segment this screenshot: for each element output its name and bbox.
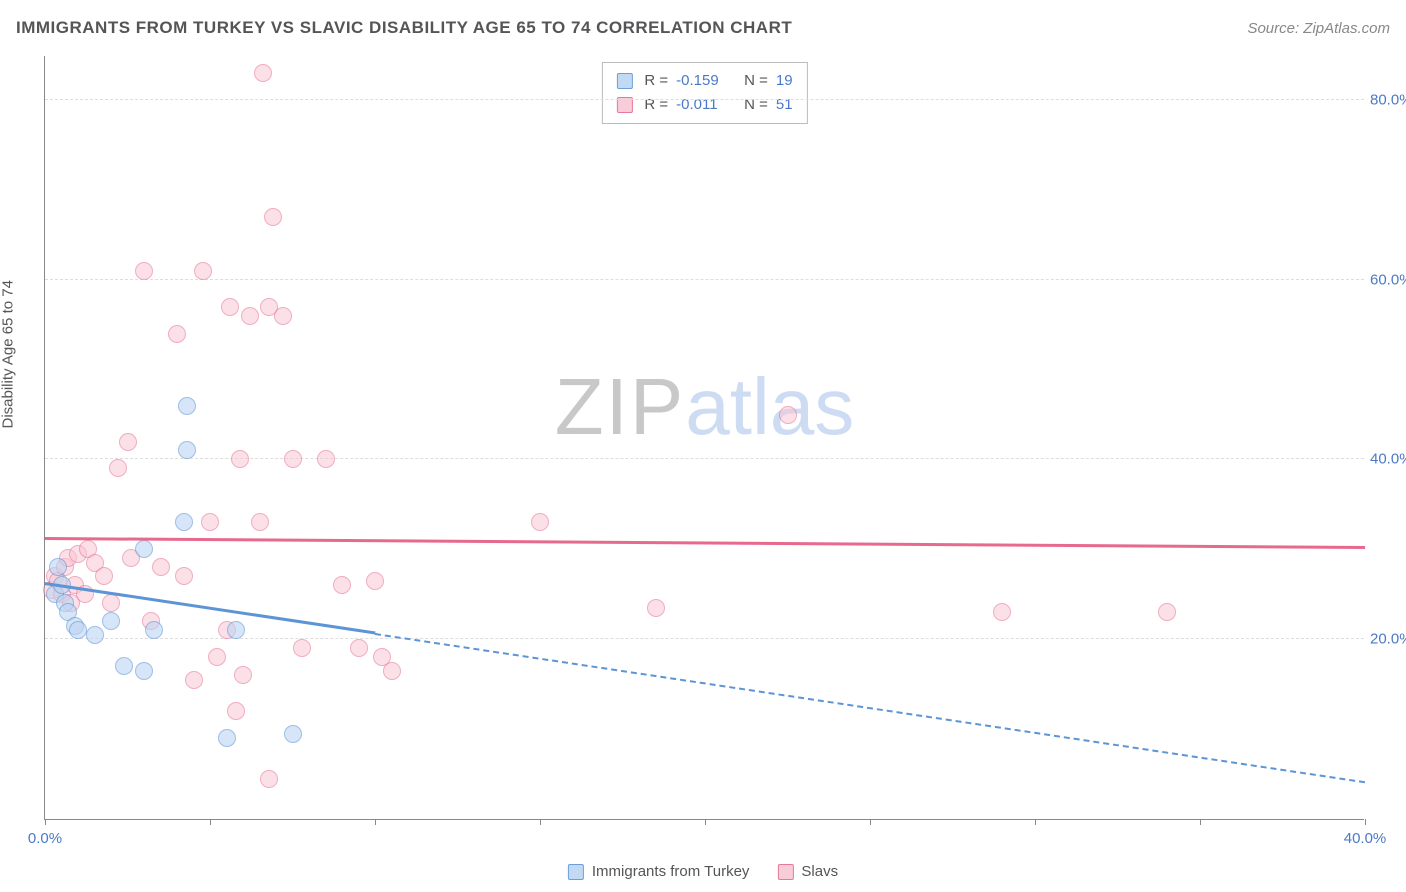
legend-row-blue: R = -0.159 N = 19: [616, 69, 792, 93]
blue-point: [86, 626, 104, 644]
blue-point: [284, 725, 302, 743]
blue-point: [175, 513, 193, 531]
pink-point: [284, 450, 302, 468]
r-value-pink: -0.011: [676, 93, 726, 117]
xtick: [540, 819, 541, 825]
r-label: R =: [644, 69, 668, 93]
watermark-zip: ZIP: [555, 362, 685, 451]
blue-point: [218, 729, 236, 747]
blue-point: [69, 621, 87, 639]
trendline-blue-dashed: [375, 633, 1365, 783]
legend-item-pink: Slavs: [777, 863, 838, 880]
xtick: [45, 819, 46, 825]
y-axis-label: Disability Age 65 to 74: [0, 280, 17, 428]
gridline: [45, 99, 1364, 100]
xtick: [1200, 819, 1201, 825]
pink-point: [293, 639, 311, 657]
plot-area: ZIPatlas R = -0.159 N = 19 R = -0.011 N …: [44, 56, 1364, 820]
gridline: [45, 279, 1364, 280]
swatch-blue-icon: [616, 73, 632, 89]
pink-point: [779, 406, 797, 424]
pink-point: [119, 433, 137, 451]
ytick-label: 80.0%: [1370, 91, 1406, 108]
xtick: [705, 819, 706, 825]
pink-point: [135, 262, 153, 280]
pink-point: [102, 594, 120, 612]
blue-point: [135, 662, 153, 680]
pink-point: [383, 662, 401, 680]
title-bar: IMMIGRANTS FROM TURKEY VS SLAVIC DISABIL…: [16, 18, 1390, 38]
series-label-blue: Immigrants from Turkey: [592, 863, 750, 880]
blue-point: [145, 621, 163, 639]
blue-point: [178, 397, 196, 415]
ytick-label: 60.0%: [1370, 271, 1406, 288]
pink-point: [1158, 603, 1176, 621]
ytick-label: 20.0%: [1370, 631, 1406, 648]
source-label: Source: ZipAtlas.com: [1247, 20, 1390, 37]
pink-point: [227, 702, 245, 720]
legend-item-blue: Immigrants from Turkey: [568, 863, 750, 880]
watermark: ZIPatlas: [555, 361, 854, 453]
pink-point: [234, 666, 252, 684]
pink-point: [175, 567, 193, 585]
n-value-blue: 19: [776, 69, 793, 93]
pink-point: [241, 307, 259, 325]
pink-point: [231, 450, 249, 468]
xtick-label: 40.0%: [1344, 830, 1387, 847]
pink-point: [274, 307, 292, 325]
ytick-label: 40.0%: [1370, 451, 1406, 468]
pink-point: [260, 770, 278, 788]
chart-title: IMMIGRANTS FROM TURKEY VS SLAVIC DISABIL…: [16, 18, 792, 38]
pink-point: [95, 567, 113, 585]
pink-point: [647, 599, 665, 617]
pink-point: [251, 513, 269, 531]
xtick: [1365, 819, 1366, 825]
pink-point: [531, 513, 549, 531]
pink-point: [366, 572, 384, 590]
blue-point: [178, 441, 196, 459]
blue-point: [135, 540, 153, 558]
series-label-pink: Slavs: [801, 863, 838, 880]
xtick: [870, 819, 871, 825]
swatch-blue-icon: [568, 864, 584, 880]
blue-point: [49, 558, 67, 576]
pink-point: [317, 450, 335, 468]
n-label: N =: [744, 69, 768, 93]
trendline-pink: [45, 537, 1365, 549]
xtick: [375, 819, 376, 825]
watermark-atlas: atlas: [685, 362, 854, 451]
blue-point: [227, 621, 245, 639]
legend-correlation: R = -0.159 N = 19 R = -0.011 N = 51: [601, 62, 807, 124]
gridline: [45, 638, 1364, 639]
pink-point: [168, 325, 186, 343]
pink-point: [264, 208, 282, 226]
pink-point: [333, 576, 351, 594]
xtick: [1035, 819, 1036, 825]
blue-point: [115, 657, 133, 675]
pink-point: [350, 639, 368, 657]
blue-point: [102, 612, 120, 630]
legend-series: Immigrants from Turkey Slavs: [568, 863, 838, 880]
legend-row-pink: R = -0.011 N = 51: [616, 93, 792, 117]
pink-point: [221, 298, 239, 316]
xtick-label: 0.0%: [28, 830, 62, 847]
n-value-pink: 51: [776, 93, 793, 117]
swatch-pink-icon: [777, 864, 793, 880]
pink-point: [208, 648, 226, 666]
pink-point: [152, 558, 170, 576]
xtick: [210, 819, 211, 825]
pink-point: [109, 459, 127, 477]
r-label: R =: [644, 93, 668, 117]
pink-point: [254, 64, 272, 82]
pink-point: [194, 262, 212, 280]
r-value-blue: -0.159: [676, 69, 726, 93]
pink-point: [185, 671, 203, 689]
chart-container: IMMIGRANTS FROM TURKEY VS SLAVIC DISABIL…: [0, 0, 1406, 892]
n-label: N =: [744, 93, 768, 117]
pink-point: [993, 603, 1011, 621]
pink-point: [201, 513, 219, 531]
